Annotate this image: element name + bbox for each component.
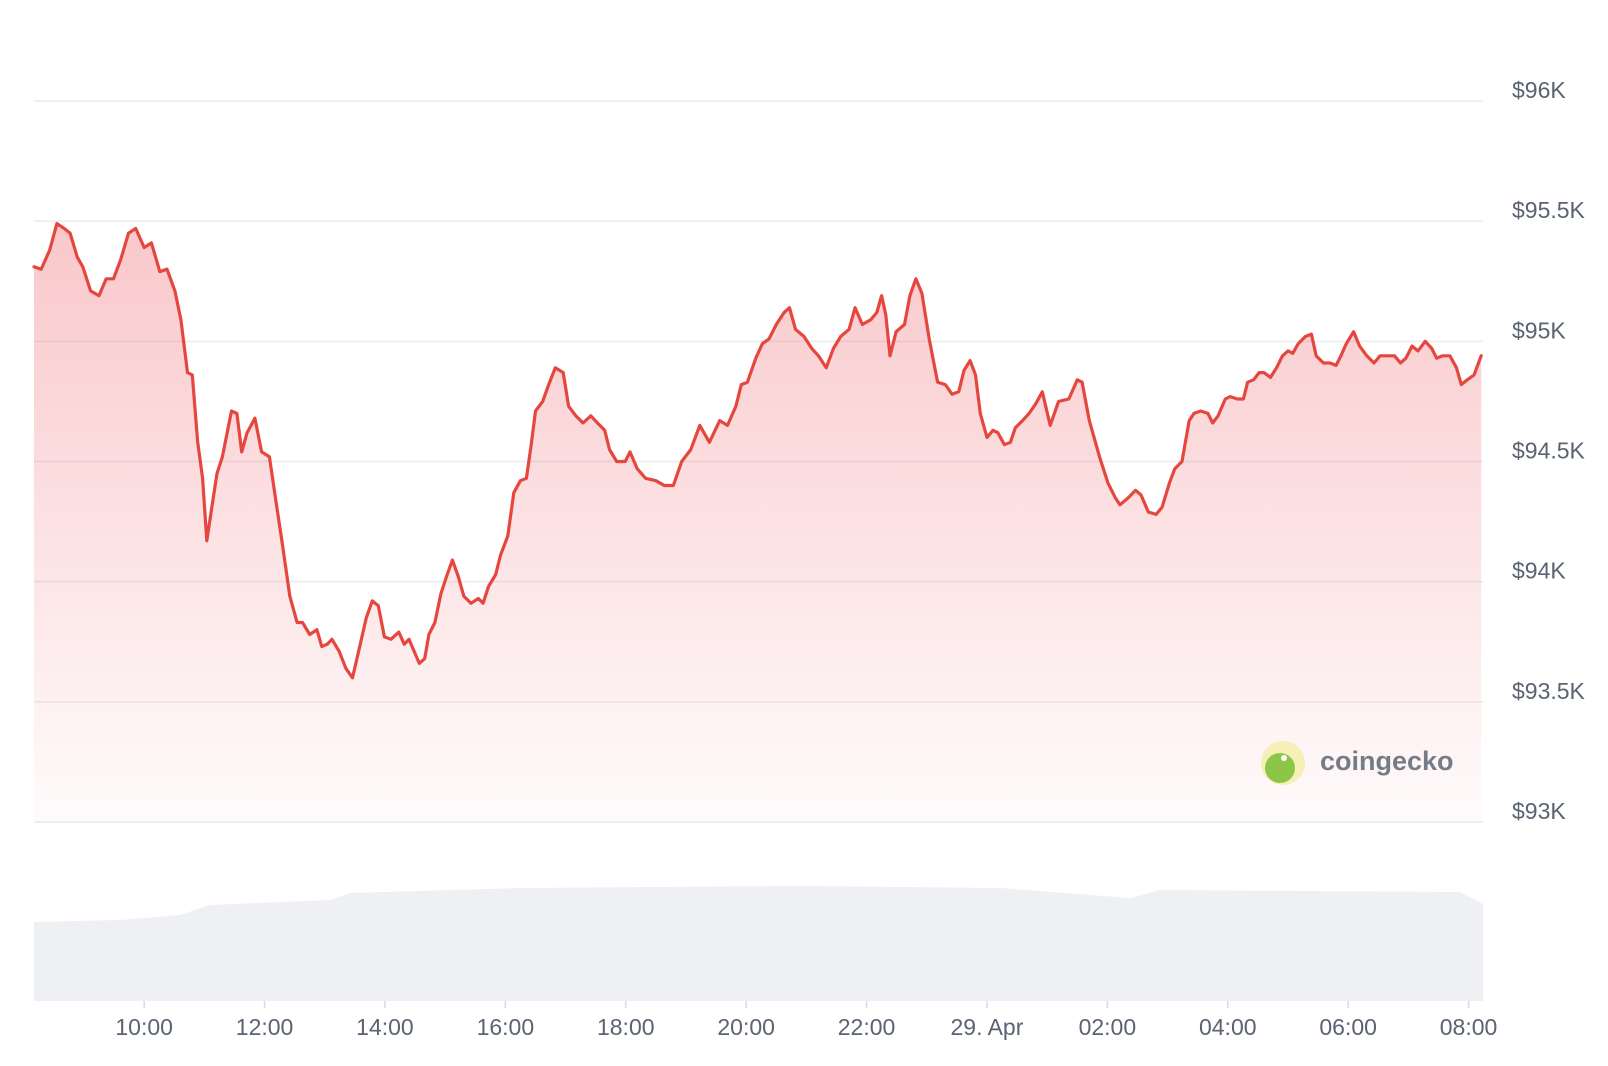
volume-band bbox=[34, 886, 1483, 1001]
x-tick-label: 06:00 bbox=[1319, 1014, 1377, 1040]
logo-gecko bbox=[1265, 753, 1295, 783]
y-tick-label: $94K bbox=[1512, 558, 1566, 584]
y-tick-label: $93.5K bbox=[1512, 678, 1586, 704]
watermark-text: coingecko bbox=[1320, 746, 1454, 776]
y-tick-label: $95.5K bbox=[1512, 197, 1586, 223]
x-tick-label: 20:00 bbox=[717, 1014, 775, 1040]
plot-area: $93K $93.5K $94K $94.5K $95K $95.5K $96K 10:00 1… bbox=[32, 77, 1586, 1040]
x-tick-label: 18:00 bbox=[597, 1014, 655, 1040]
y-tick-label: $93K bbox=[1512, 798, 1566, 824]
watermark: coingecko bbox=[1261, 741, 1454, 785]
price-line bbox=[32, 222, 1483, 680]
y-tick-label: $95K bbox=[1512, 317, 1566, 343]
x-tick-label: 12:00 bbox=[236, 1014, 294, 1040]
x-tick-label: 10:00 bbox=[115, 1014, 173, 1040]
x-tick-label: 02:00 bbox=[1079, 1014, 1137, 1040]
x-tick-label: 04:00 bbox=[1199, 1014, 1257, 1040]
x-tick-label: 08:00 bbox=[1440, 1014, 1498, 1040]
x-tick-label: 22:00 bbox=[838, 1014, 896, 1040]
x-tick-label: 14:00 bbox=[356, 1014, 414, 1040]
y-tick-label: $96K bbox=[1512, 77, 1566, 103]
x-tick-label: 16:00 bbox=[477, 1014, 535, 1040]
y-tick-label: $94.5K bbox=[1512, 438, 1586, 464]
logo-eye bbox=[1281, 755, 1287, 761]
price-area bbox=[34, 223, 1482, 823]
x-tick-label: 29. Apr bbox=[951, 1014, 1024, 1040]
